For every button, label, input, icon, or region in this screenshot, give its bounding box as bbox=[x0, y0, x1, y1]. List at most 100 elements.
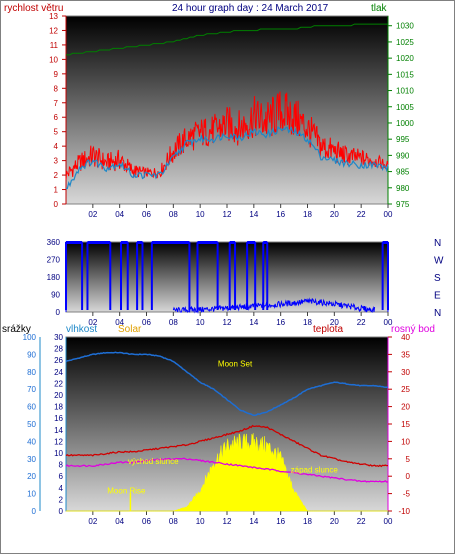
direction-ytick-label: 90 bbox=[51, 291, 60, 300]
chart-annotation: Moon Rise bbox=[107, 487, 146, 496]
pressure-ytick-label: 1005 bbox=[396, 103, 414, 112]
humidity-xtick-label: 22 bbox=[357, 517, 366, 526]
wind-ytick-label: 2 bbox=[54, 171, 59, 180]
chart-annotation: Moon Set bbox=[218, 360, 253, 369]
wind-ytick-label: 1 bbox=[54, 186, 59, 195]
direction-north-segment bbox=[229, 241, 236, 244]
direction-compass-label: S bbox=[434, 273, 441, 284]
panel-direction-bg bbox=[65, 241, 389, 313]
chart-annotation: východ slunce bbox=[128, 457, 179, 466]
pressure-ytick-label: 1025 bbox=[396, 38, 414, 47]
temperature-ytick-label: 20 bbox=[401, 403, 410, 412]
solar-ytick-label: 28 bbox=[54, 345, 63, 354]
direction-north-segment bbox=[66, 241, 83, 244]
direction-xtick-label: 10 bbox=[196, 318, 205, 327]
wind-ytick-label: 10 bbox=[49, 55, 58, 64]
humidity-xtick-label: 20 bbox=[330, 517, 339, 526]
humidity-ytick-label: 40 bbox=[27, 437, 36, 446]
chart-annotation: západ slunce bbox=[291, 466, 339, 475]
pressure-series bbox=[66, 23, 388, 56]
wind-average-series bbox=[66, 126, 389, 190]
direction-xtick-label: 02 bbox=[88, 318, 97, 327]
solar-ytick-label: 4 bbox=[59, 484, 64, 493]
direction-north-segment bbox=[151, 241, 190, 244]
humidity-xtick-label: 06 bbox=[142, 517, 151, 526]
direction-north-segment bbox=[121, 241, 128, 244]
wind-xtick-label: 14 bbox=[249, 210, 258, 219]
humidity-xtick-label: 16 bbox=[276, 517, 285, 526]
direction-north-segment bbox=[137, 241, 143, 244]
solar-ytick-label: 0 bbox=[59, 507, 64, 516]
humidity-ytick-label: 80 bbox=[27, 368, 36, 377]
pressure-ytick-label: 1000 bbox=[396, 119, 414, 128]
wind-speed-series bbox=[65, 91, 389, 180]
solar-ytick-label: 16 bbox=[54, 414, 63, 423]
pressure-ytick-label: 1020 bbox=[396, 54, 414, 63]
temperature-ytick-label: 0 bbox=[406, 472, 411, 481]
direction-compass-label: N bbox=[434, 238, 441, 249]
temperature-axis-label: teplota bbox=[313, 324, 343, 335]
direction-north-segment bbox=[263, 241, 268, 244]
humidity-xtick-label: 02 bbox=[88, 517, 97, 526]
pressure-ytick-label: 1010 bbox=[396, 87, 414, 96]
wind-xtick-label: 02 bbox=[88, 210, 97, 219]
solar-ytick-label: 30 bbox=[54, 333, 63, 342]
direction-xtick-label: 08 bbox=[169, 318, 178, 327]
pressure-ytick-label: 995 bbox=[396, 135, 410, 144]
direction-xtick-label: 04 bbox=[115, 318, 124, 327]
wind-ytick-label: 4 bbox=[54, 142, 59, 151]
humidity-series bbox=[65, 351, 389, 417]
direction-xtick-label: 20 bbox=[330, 318, 339, 327]
direction-compass-label: E bbox=[434, 291, 441, 302]
direction-series bbox=[172, 297, 376, 314]
direction-ytick-label: 360 bbox=[47, 238, 61, 247]
wind-xtick-label: 20 bbox=[330, 210, 339, 219]
solar-ytick-label: 8 bbox=[59, 461, 64, 470]
humidity-ytick-label: 20 bbox=[27, 472, 36, 481]
humidity-xtick-label: 08 bbox=[169, 517, 178, 526]
wind-xtick-label: 08 bbox=[169, 210, 178, 219]
dewpoint-series bbox=[65, 457, 389, 483]
pressure-ytick-label: 1030 bbox=[396, 22, 414, 31]
humidity-ytick-label: 60 bbox=[27, 403, 36, 412]
solar-ytick-label: 10 bbox=[54, 449, 63, 458]
solar-ytick-label: 20 bbox=[54, 391, 63, 400]
humidity-ytick-label: 50 bbox=[27, 420, 36, 429]
solar-ytick-label: 6 bbox=[59, 472, 64, 481]
wind-xtick-label: 12 bbox=[223, 210, 232, 219]
humidity-ytick-label: 70 bbox=[27, 385, 36, 394]
solar-ytick-label: 18 bbox=[54, 403, 63, 412]
pressure-ytick-label: 980 bbox=[396, 184, 410, 193]
solar-ytick-label: 14 bbox=[54, 426, 63, 435]
humidity-axis-label: vlhkost bbox=[66, 324, 97, 335]
direction-xtick-label: 16 bbox=[276, 318, 285, 327]
solar-ytick-label: 26 bbox=[54, 356, 63, 365]
wind-pressure-chart: 0123456789101112139759809859909951000100… bbox=[49, 12, 414, 219]
wind-ytick-label: 12 bbox=[49, 26, 58, 35]
humidity-ytick-label: 0 bbox=[32, 507, 37, 516]
humidity-temperature-chart: 0102030405060708090100024681012141618202… bbox=[23, 333, 411, 526]
solar-series bbox=[66, 433, 388, 512]
pressure-axis-label: tlak bbox=[371, 3, 388, 14]
direction-xtick-label: 00 bbox=[384, 318, 393, 327]
temperature-ytick-label: -10 bbox=[398, 507, 410, 516]
wind-xtick-label: 16 bbox=[276, 210, 285, 219]
direction-ytick-label: 0 bbox=[56, 308, 61, 317]
direction-ytick-label: 180 bbox=[47, 273, 61, 282]
humidity-xtick-label: 04 bbox=[115, 517, 124, 526]
direction-xtick-label: 14 bbox=[249, 318, 258, 327]
temperature-ytick-label: 10 bbox=[401, 437, 410, 446]
direction-north-segment bbox=[87, 241, 111, 244]
direction-compass-label: N bbox=[434, 308, 441, 319]
solar-ytick-label: 24 bbox=[54, 368, 63, 377]
wind-ytick-label: 8 bbox=[54, 84, 59, 93]
direction-xtick-label: 06 bbox=[142, 318, 151, 327]
solar-ytick-label: 2 bbox=[59, 495, 64, 504]
temperature-ytick-label: 5 bbox=[406, 455, 411, 464]
pressure-ytick-label: 975 bbox=[396, 200, 410, 209]
temperature-ytick-label: 25 bbox=[401, 385, 410, 394]
direction-xtick-label: 18 bbox=[303, 318, 312, 327]
direction-ytick-label: 270 bbox=[47, 256, 61, 265]
